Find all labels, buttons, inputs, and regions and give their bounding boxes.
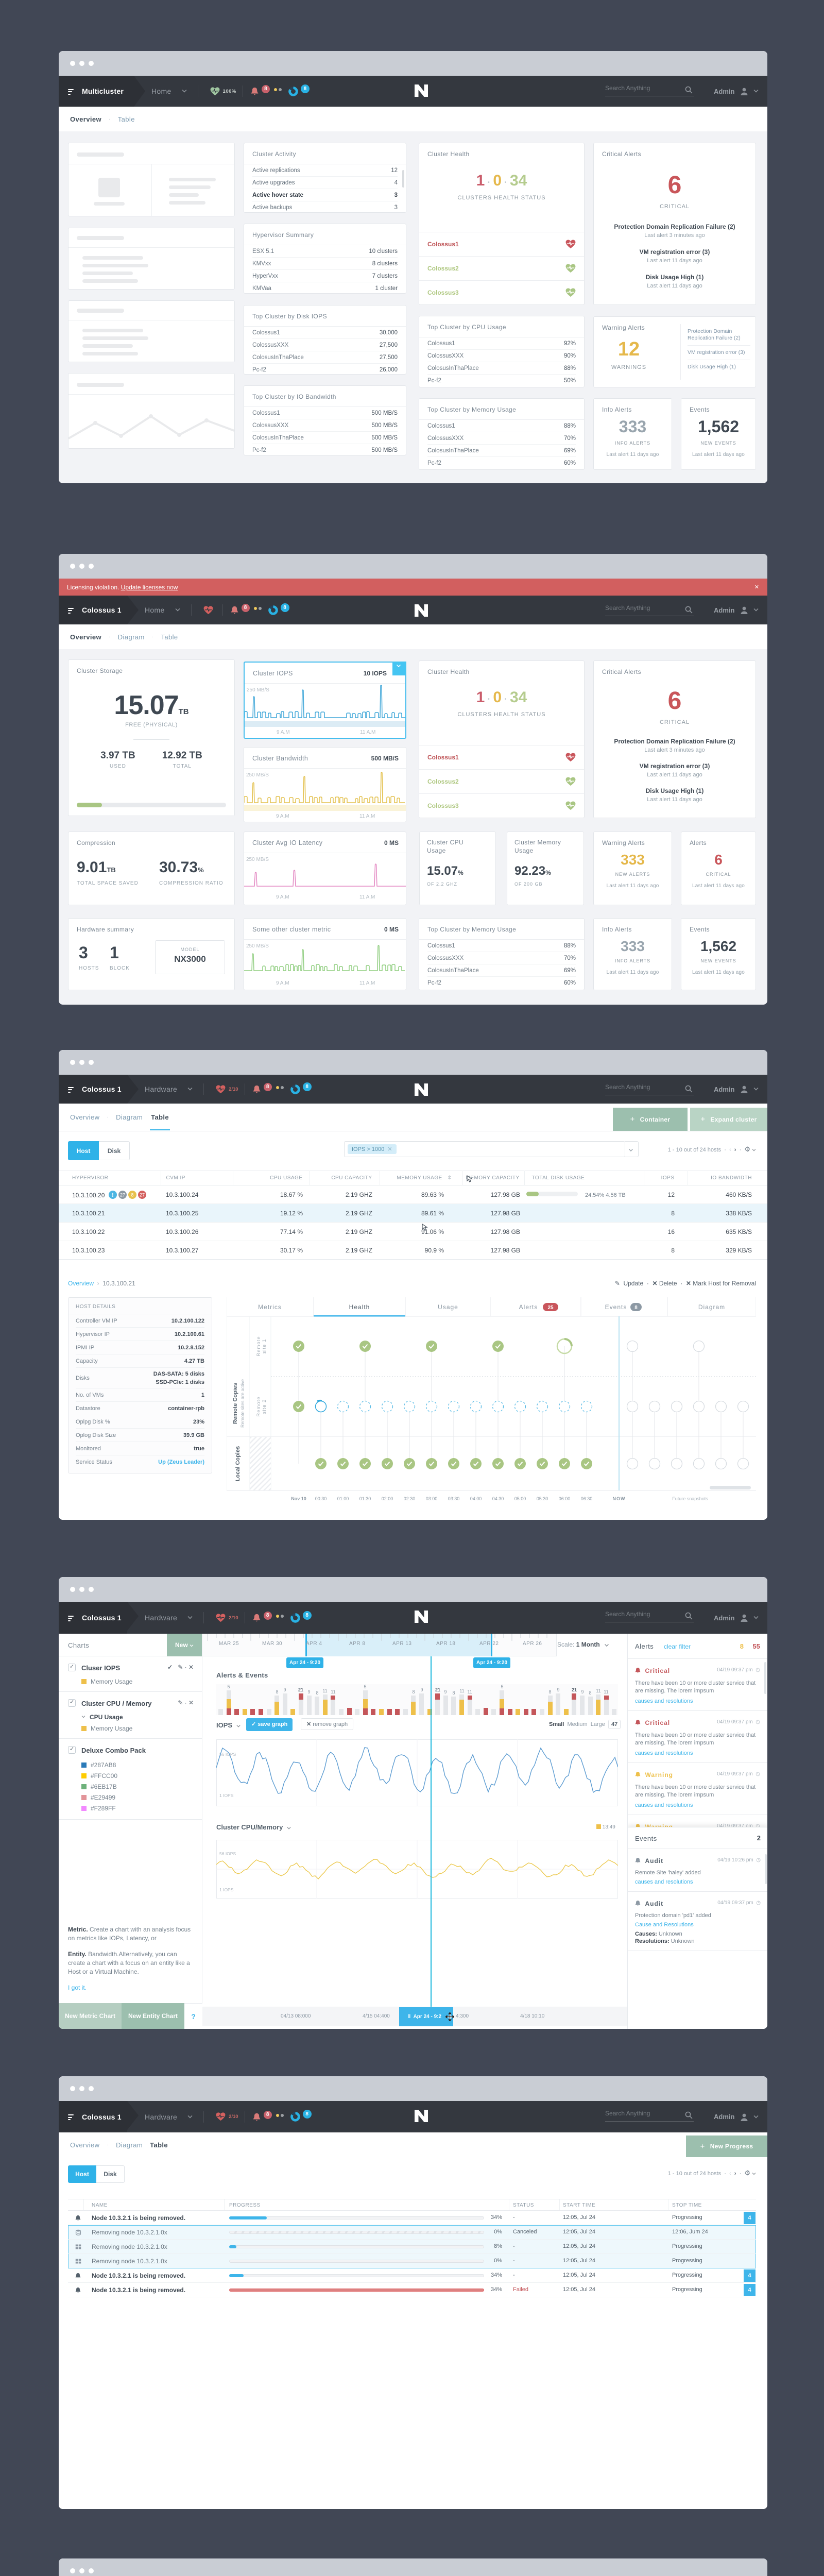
svg-text:11: 11 (322, 1688, 327, 1693)
svg-text:5: 5 (501, 1684, 503, 1689)
svg-text:8: 8 (276, 1689, 278, 1694)
svg-text:Local Copies: Local Copies (235, 1446, 241, 1481)
svg-text:01:30: 01:30 (359, 1496, 371, 1501)
svg-text:02:30: 02:30 (404, 1496, 416, 1501)
svg-text:11: 11 (467, 1689, 472, 1694)
svg-text:9: 9 (420, 1687, 423, 1692)
svg-text:56 IOPS: 56 IOPS (219, 1752, 236, 1757)
svg-text:250 MB/S: 250 MB/S (246, 943, 269, 949)
svg-text:04:30: 04:30 (492, 1496, 504, 1501)
svg-text:250 MB/S: 250 MB/S (246, 857, 269, 862)
svg-text:05:30: 05:30 (537, 1496, 548, 1501)
svg-text:8: 8 (589, 1690, 591, 1696)
svg-text:site 1: site 1 (262, 1339, 267, 1354)
svg-text:Usage: Usage (438, 1303, 458, 1311)
svg-text:27: 27 (140, 1192, 145, 1197)
svg-text:06:30: 06:30 (581, 1496, 593, 1501)
svg-text:8: 8 (548, 1689, 551, 1694)
svg-text:9: 9 (283, 1687, 286, 1692)
svg-text:06:00: 06:00 (559, 1496, 571, 1501)
svg-text:Remote: Remote (256, 1396, 262, 1416)
svg-text:Alerts: Alerts (519, 1303, 538, 1311)
svg-text:9: 9 (557, 1687, 559, 1692)
svg-text:01:00: 01:00 (337, 1496, 349, 1501)
svg-text:8: 8 (452, 1690, 455, 1696)
svg-text:11: 11 (331, 1689, 335, 1694)
svg-text:00:30: 00:30 (315, 1496, 327, 1501)
svg-text:!: ! (112, 1192, 114, 1198)
svg-text:1 IOPS: 1 IOPS (219, 1887, 234, 1892)
svg-text:Events: Events (605, 1303, 627, 1311)
svg-text:11: 11 (604, 1689, 608, 1694)
svg-text:Future snapshots: Future snapshots (672, 1496, 708, 1501)
svg-text:NOW: NOW (613, 1496, 626, 1501)
svg-text:02:00: 02:00 (382, 1496, 393, 1501)
svg-text:25: 25 (547, 1305, 554, 1311)
svg-text:21: 21 (298, 1687, 303, 1692)
svg-text:9: 9 (444, 1689, 447, 1694)
svg-text:9: 9 (307, 1689, 310, 1694)
svg-text:5: 5 (364, 1684, 366, 1689)
svg-text:56 IOPS: 56 IOPS (219, 1851, 236, 1856)
svg-text:11: 11 (459, 1688, 464, 1693)
svg-text:8: 8 (316, 1690, 318, 1696)
svg-text:1 IOPS: 1 IOPS (219, 1793, 234, 1798)
svg-text:11: 11 (596, 1688, 600, 1693)
svg-text:9: 9 (581, 1689, 583, 1694)
svg-text:250 MB/S: 250 MB/S (246, 772, 269, 778)
svg-text:Remote sites are active: Remote sites are active (240, 1379, 245, 1428)
svg-text:8: 8 (412, 1689, 415, 1694)
svg-text:site 2: site 2 (262, 1399, 267, 1414)
svg-text:250 MB/S: 250 MB/S (247, 687, 269, 693)
svg-text:Nov 10: Nov 10 (291, 1496, 306, 1501)
svg-text:Diagram: Diagram (698, 1303, 725, 1311)
svg-text:Metrics: Metrics (258, 1303, 282, 1311)
svg-text:8: 8 (131, 1192, 134, 1197)
svg-text:Remote Copies: Remote Copies (232, 1383, 238, 1424)
svg-text:21: 21 (435, 1687, 440, 1692)
svg-text:27: 27 (120, 1192, 125, 1197)
svg-text:04:00: 04:00 (470, 1496, 482, 1501)
svg-text:8: 8 (634, 1305, 638, 1311)
svg-text:Remote: Remote (256, 1336, 262, 1356)
svg-text:03:00: 03:00 (426, 1496, 438, 1501)
svg-text:03:30: 03:30 (448, 1496, 460, 1501)
svg-text:21: 21 (572, 1687, 577, 1692)
svg-text:5: 5 (227, 1684, 230, 1689)
svg-text:Health: Health (349, 1303, 370, 1311)
svg-text:05:00: 05:00 (514, 1496, 526, 1501)
